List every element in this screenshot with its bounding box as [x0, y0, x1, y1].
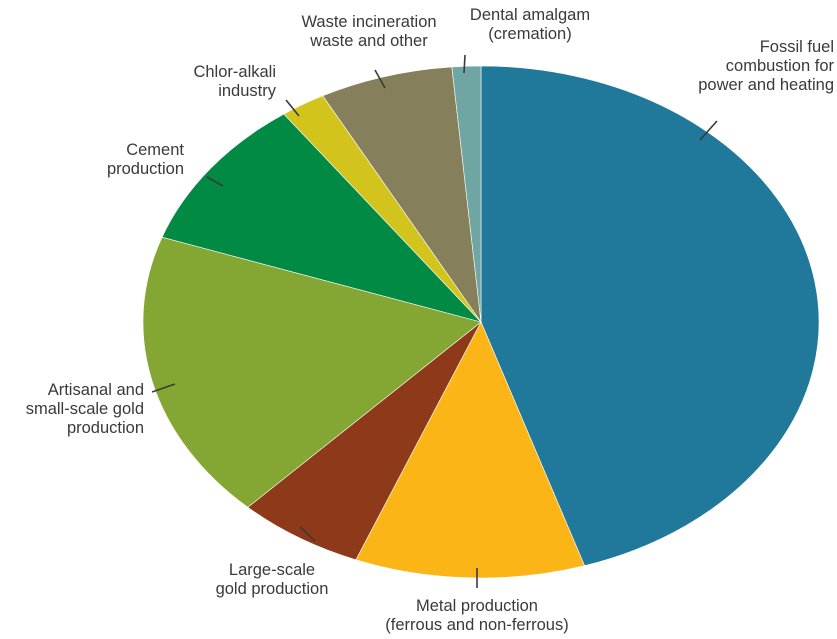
pie-slice-0 [480, 65, 820, 567]
pie-slice-7 [451, 65, 482, 323]
slice-label-3-line-2: production [67, 419, 144, 437]
pie-slice-3 [142, 236, 482, 508]
leader-lines [151, 54, 718, 588]
pie-slice-4 [161, 113, 482, 323]
slice-label-2-line-0: Large-scale [229, 561, 315, 579]
slice-label-5-line-0: Chlor-alkali [193, 63, 276, 81]
slice-label-0-line-2: power and heating [698, 76, 834, 94]
slice-label-4: Cement production [107, 141, 184, 178]
leader-line-5 [285, 99, 300, 117]
leader-line-0 [699, 120, 718, 141]
slice-label-2-line-1: gold production [216, 580, 329, 598]
slice-label-5-line-1: industry [218, 82, 277, 100]
pie-slice-6 [322, 66, 482, 323]
slice-label-6-line-0: Waste incineration [301, 13, 436, 31]
leader-line-2 [299, 526, 316, 542]
slice-label-0: Fossil fuel combustion for power and heati… [698, 38, 834, 94]
slice-label-7: Dental amalgam (cremation) [470, 6, 590, 43]
slice-label-5: Chlor-alkali industry [193, 63, 276, 100]
leader-line-7 [463, 54, 466, 74]
pie-slices [142, 65, 820, 579]
slice-label-1: Metal production (ferrous and non-ferrous… [385, 597, 568, 634]
pie-slice-2 [247, 321, 482, 561]
slice-label-7-line-1: (cremation) [488, 25, 571, 43]
pie-slice-1 [355, 321, 585, 579]
slice-labels: Fossil fuel combustion for power and heati… [26, 6, 835, 634]
slice-label-7-line-0: Dental amalgam [470, 6, 590, 24]
slice-label-4-line-1: production [107, 160, 184, 178]
slice-label-1-line-1: (ferrous and non-ferrous) [385, 616, 568, 634]
slice-label-3-line-0: Artisanal and [48, 381, 144, 399]
slice-label-3-line-1: small-scale gold [26, 400, 144, 418]
slice-label-4-line-0: Cement [126, 141, 184, 159]
leader-line-6 [374, 69, 386, 89]
slice-label-6: Waste incineration waste and other [301, 13, 436, 50]
slice-label-0-line-1: combustion for [726, 57, 835, 75]
slice-label-6-line-1: waste and other [309, 32, 428, 50]
slice-label-0-line-0: Fossil fuel [760, 38, 834, 56]
slice-label-3: Artisanal and small-scale gold production [26, 381, 144, 437]
leader-line-3 [151, 383, 176, 393]
leader-line-4 [206, 176, 224, 187]
slice-label-2: Large-scale gold production [216, 561, 329, 598]
slice-label-1-line-0: Metal production [416, 597, 538, 615]
